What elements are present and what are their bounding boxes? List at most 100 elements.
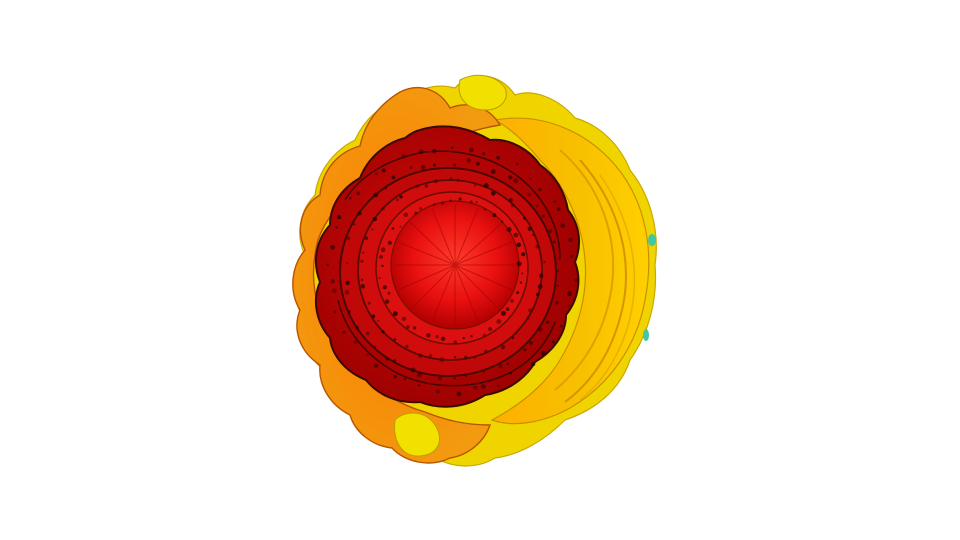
dark-edge-ridge-2 [337,299,556,387]
speckle-dot [483,208,486,211]
speckle-dot [506,227,512,232]
speckle-dot [474,184,477,187]
speckle-dot [482,152,486,156]
speckle-dot [521,252,526,257]
speckle-dot [530,361,536,367]
speckle-dot [528,308,533,313]
speckle-dot [481,384,486,389]
speckle-dot [498,364,503,369]
speckle-dot [567,291,572,297]
speckle-dot [556,207,561,212]
speckle-dot [414,211,418,215]
speckle-dot [364,236,369,240]
speckle-dot [380,247,386,253]
speckle-dot [330,245,335,250]
speckle-dot [492,213,497,218]
speckle-dot [348,196,352,200]
speckle-dot [475,201,478,204]
speckle-dot [539,273,544,278]
teal-accent-dot [648,234,656,246]
speckle-dot [373,192,379,198]
speckle-dot [505,307,510,311]
speckle-dot [513,178,519,184]
speckle-dot [326,263,329,267]
speckle-dot [538,327,543,332]
speckle-dot [483,183,489,189]
speckle-dot [453,163,457,167]
gold-ridge-1 [554,149,615,391]
speckle-dot [453,377,456,380]
speckle-dot [435,335,439,339]
speckle-dot [372,216,377,222]
speckle-dot [367,301,371,305]
speckle-dot [381,207,385,211]
speckle-dot [508,175,513,180]
gold-ridge-2 [564,159,627,403]
speckle-dot [570,254,574,258]
speckle-dot [491,169,496,174]
speckle-dot [449,177,453,181]
yellow-bottom-bump [394,412,440,457]
speckle-dot [535,244,540,249]
speckle-dot [392,311,398,317]
speckle-dot [346,262,349,265]
speckle-dot [553,240,556,244]
speckle-dot [527,193,531,197]
speckle-dot [500,220,504,223]
speckle-dot [523,216,527,220]
teal-accent-dot-2 [643,329,649,341]
speckle-dot [330,279,335,284]
speckle-dot [371,314,376,319]
speckle-dot [527,226,532,231]
speckle-dot [391,227,395,230]
speckle-dot [488,327,493,332]
speckle-dot [409,166,413,170]
speckle-dot [553,200,556,203]
speckle-dot [532,233,535,237]
speckle-dot [542,214,545,218]
speckle-dot [393,338,397,341]
speckle-dot [360,259,364,263]
speckle-dot [374,345,377,348]
speckle-dots [326,146,578,397]
speckle-dot [433,203,436,206]
speckle-dot [543,261,546,264]
speckle-dot [375,172,378,176]
speckle-dot [529,341,533,345]
speckle-dot [567,304,570,307]
speckle-dot [337,215,342,220]
speckle-dot [555,301,559,305]
speckle-dot [513,232,519,238]
speckle-dot [384,299,390,304]
speckle-dot [521,272,524,275]
speckle-dot [395,198,399,202]
speckle-dot [568,237,573,242]
speckle-dot [458,197,462,201]
speckle-dot [379,255,383,259]
speckle-dot [476,162,480,166]
speckle-dot [510,299,514,303]
speckle-dot [516,291,520,295]
speckle-dot [516,162,519,165]
speckle-dot [426,333,431,338]
speckle-dot [465,375,468,377]
speckle-dot [501,345,505,350]
speckle-dot [366,353,369,357]
speckle-dot [464,355,468,359]
speckle-dot [454,356,457,359]
speckle-dot [574,278,578,283]
speckle-dot [496,155,501,160]
speckle-dot [511,336,515,339]
speckle-dot [353,340,358,345]
speckle-dot [462,337,465,340]
speckle-dot [432,148,437,154]
speckle-dot [403,212,409,218]
speckle-dot [342,330,346,334]
speckle-dot [356,191,361,196]
speckle-dot [509,198,513,202]
speckle-dot [548,229,553,234]
speckle-dot [381,264,384,267]
speckle-dot [360,278,364,281]
speckle-dot [365,331,370,336]
